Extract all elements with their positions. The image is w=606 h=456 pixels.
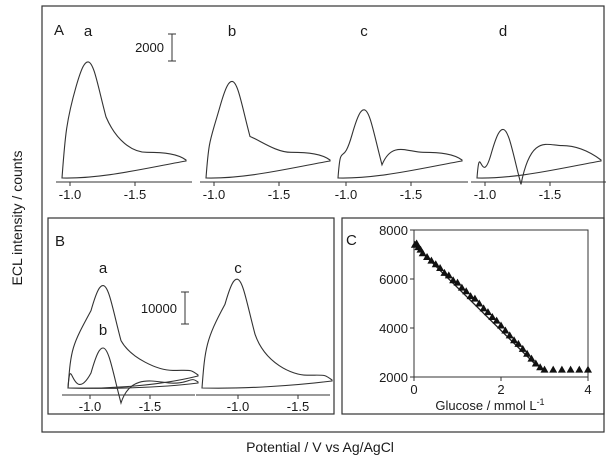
panel-b-curve-c — [201, 278, 333, 389]
scale-bar-a: 2000 — [135, 33, 176, 62]
panel-a-tick-label: -1.0 — [203, 187, 225, 202]
panel-c-data-point — [575, 365, 584, 373]
panel-c-data-point — [488, 312, 497, 320]
panel-label-c: C — [346, 232, 357, 249]
panel-b-tick-label: -1.0 — [227, 399, 249, 414]
panel-c-frame — [341, 217, 605, 415]
panel-a-series-d: -1.0 -1.5 d — [471, 23, 606, 202]
panel-c-y-tick-label: 6000 — [379, 272, 408, 287]
panel-b-tick-label: -1.0 — [79, 399, 101, 414]
panel-c-data-point — [492, 316, 501, 324]
panel-c-x-tick-label: 4 — [584, 382, 591, 397]
panel-c-data-point — [462, 287, 471, 295]
panel-b-series-b: b — [67, 322, 199, 405]
panel-c-data-point — [497, 321, 505, 329]
panel-a-tick-label: -1.5 — [400, 187, 422, 202]
panel-a-curve-d — [476, 128, 602, 185]
panel-c-plot-area — [413, 229, 589, 378]
panel-c-data-point — [510, 336, 519, 344]
panel-c-x-tick-label: 2 — [497, 382, 504, 397]
panel-c-data-point — [557, 365, 566, 373]
panel-c-data-point — [436, 263, 445, 271]
panel-c-data-point — [418, 249, 427, 257]
panel-c-data-point — [536, 363, 545, 371]
panel-c-data-point — [453, 278, 462, 286]
panel-a-curve-c — [337, 109, 463, 179]
panel-c-data-point — [518, 344, 527, 352]
panel-c-data-point — [466, 292, 475, 300]
scale-bar-label-b: 10000 — [141, 301, 177, 316]
panel-c-data-point — [527, 354, 536, 362]
panel-a-tick-label: -1.5 — [539, 187, 561, 202]
panel-a-series-c: -1.0 -1.5 c — [332, 23, 468, 202]
panel-a-tick-label: -1.5 — [124, 187, 146, 202]
panel-a-series-b: -1.0 -1.5 b — [200, 23, 336, 202]
scale-bar-label-a: 2000 — [135, 40, 164, 55]
panel-c-data-point — [457, 283, 466, 291]
panel-c-data-point — [505, 331, 514, 339]
panel-a-tick-label: -1.5 — [268, 187, 290, 202]
panel-a: A -1.0 -1.5 a -1.0 -1.5 b -1.0 -1.5 c -1.0 -1.5 d 2… — [54, 22, 606, 202]
panel-b-series-c: c — [201, 260, 333, 389]
panel-c-data-point — [531, 359, 540, 367]
panel-a-series-label-d: d — [499, 23, 507, 40]
panel-c-data-point — [475, 299, 484, 307]
panel-b: B a b c -1.0 -1.5 -1.0 -1.5 10000 — [47, 217, 335, 415]
panel-b-curve-a — [67, 285, 199, 389]
panel-c-x-axis-label: Glucose / mmol L-1 — [435, 397, 544, 413]
panel-a-curve-b — [205, 80, 331, 179]
panel-c-data-point — [449, 276, 458, 284]
panel-a-tick-label: -1.0 — [474, 187, 496, 202]
panel-label-a: A — [54, 22, 64, 39]
y-axis-label: ECL intensity / counts — [9, 151, 25, 286]
panel-c-data-point — [523, 349, 532, 357]
panel-c-data-point — [440, 268, 449, 276]
panel-a-series-a: -1.0 -1.5 a — [56, 23, 192, 202]
panel-a-series-label-b: b — [228, 23, 236, 40]
panel-c-y-tick-label: 2000 — [379, 370, 408, 385]
panel-a-tick-label: -1.0 — [59, 187, 81, 202]
panel-c-data-point — [423, 252, 432, 260]
panel-a-series-label-c: c — [360, 23, 368, 40]
panel-c-x-tick-label: 0 — [410, 382, 417, 397]
panel-c-data-point — [483, 308, 492, 316]
panel-c-data-point — [444, 271, 453, 279]
scale-bar-b: 10000 — [141, 291, 189, 325]
panel-b-tick-label: -1.5 — [287, 399, 309, 414]
panel-b-series-label-a: a — [99, 260, 108, 277]
panel-c-data-point — [431, 260, 440, 268]
panel-c-y-tick-label: 4000 — [379, 321, 408, 336]
panel-c-data-point — [549, 365, 558, 373]
panel-b-series-label-b: b — [99, 322, 107, 339]
panel-b-series-a: a — [67, 260, 199, 389]
panel-b-tick-label: -1.5 — [139, 399, 161, 414]
panel-c-data-point — [584, 365, 592, 373]
panel-a-tick-label: -1.0 — [335, 187, 357, 202]
panel-b-curve-b — [67, 347, 199, 405]
panel-c-data-point — [501, 326, 510, 334]
panel-c: C 2000 4000 6000 8000 0 2 4 Glucose / mmol L-1 — [341, 217, 605, 415]
panel-c-data-point — [514, 339, 523, 347]
panel-c-data-point — [470, 294, 479, 302]
panel-c-data-point — [540, 365, 549, 373]
panel-a-series-label-a: a — [84, 23, 93, 40]
panel-c-data-point — [479, 304, 488, 312]
panel-a-curve-a — [61, 61, 187, 179]
panel-label-b: B — [55, 233, 65, 250]
outer-frame — [41, 5, 605, 433]
x-axis-label: Potential / V vs Ag/AgCl — [246, 439, 394, 455]
panel-c-data-point — [427, 256, 436, 264]
panel-b-series-label-c: c — [234, 260, 242, 277]
panel-c-data-point — [566, 365, 575, 373]
panel-b-frame — [47, 217, 335, 415]
panel-c-y-tick-label: 8000 — [379, 223, 408, 238]
